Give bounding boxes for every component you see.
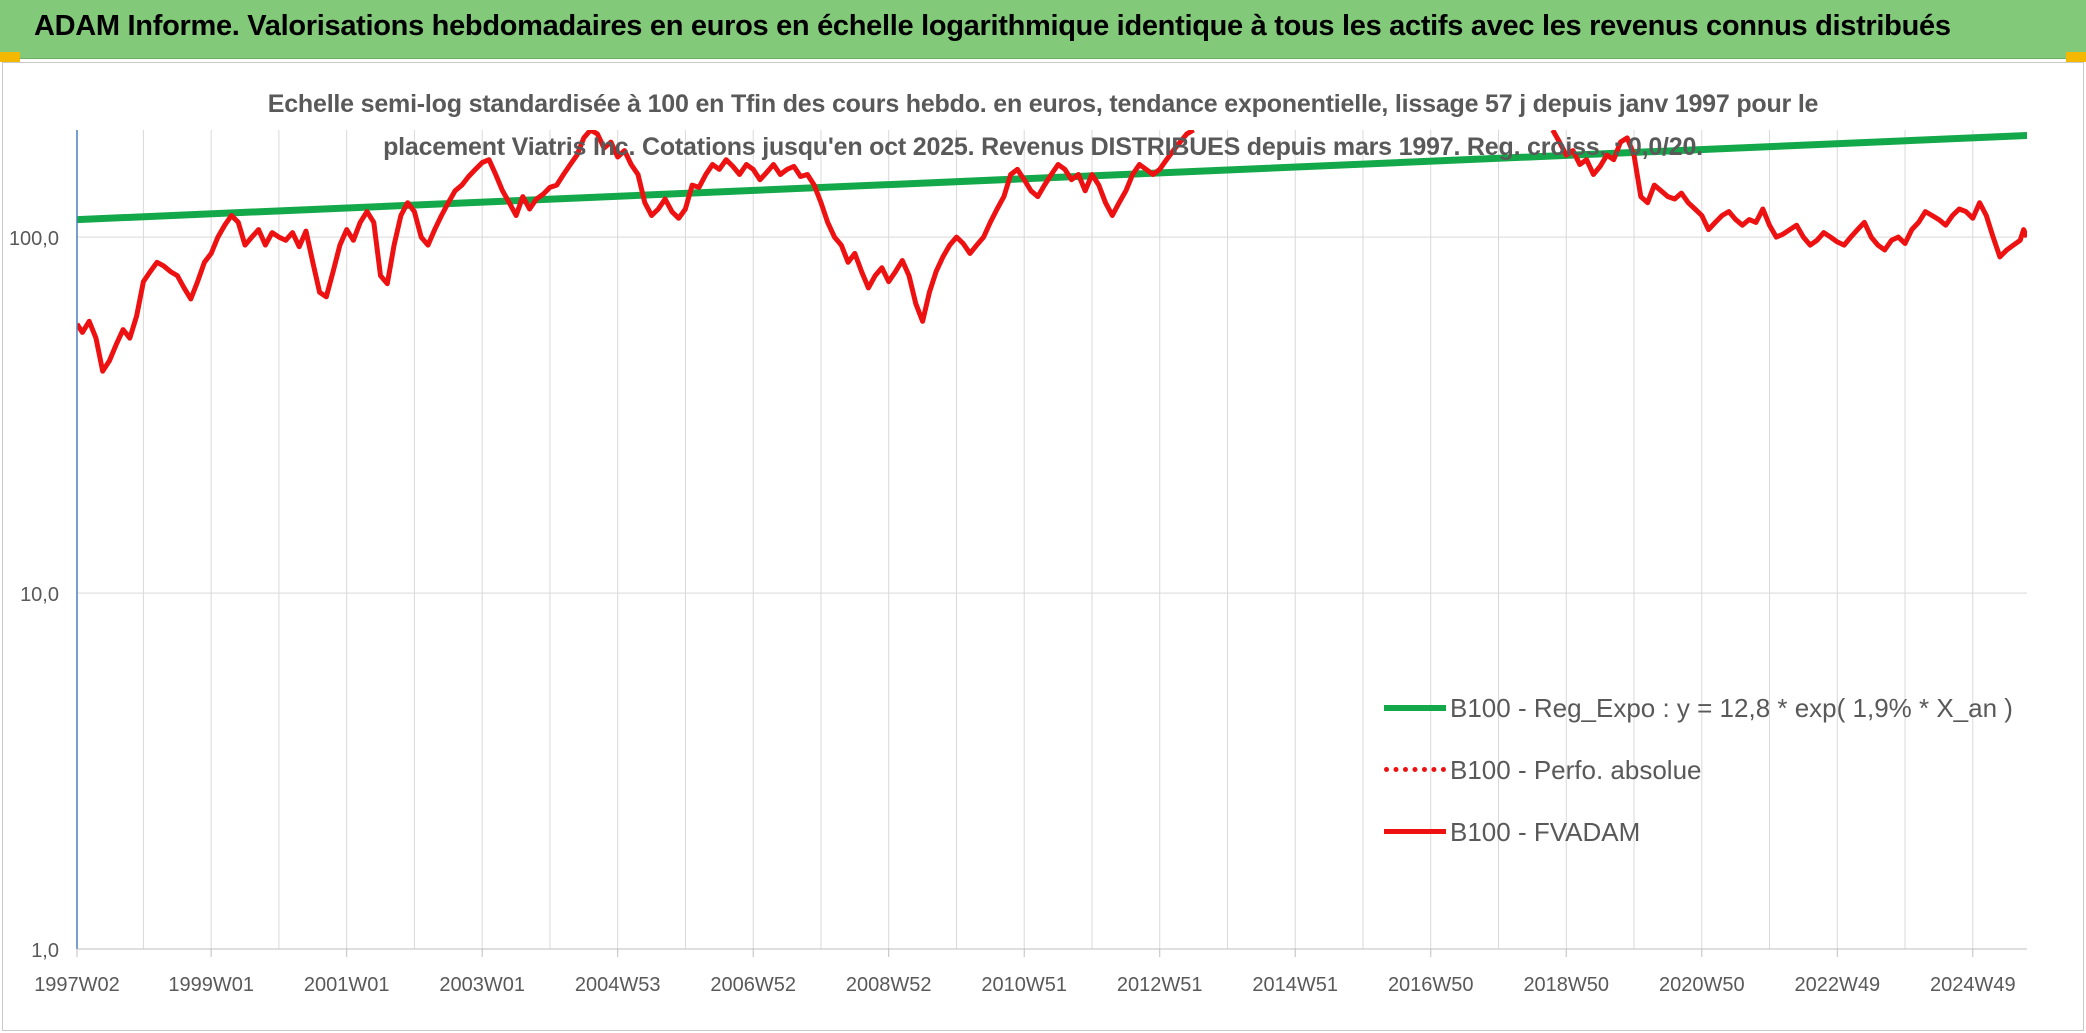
- legend-label-perfo: B100 - Perfo. absolue: [1450, 755, 1702, 785]
- x-tick-label: 2012W51: [1117, 974, 1203, 996]
- x-tick-label: 2008W52: [846, 974, 932, 996]
- y-tick-label: 1,0: [31, 940, 59, 962]
- x-tick-label: 2022W49: [1794, 974, 1880, 996]
- legend-item-fvadam: B100 - FVADAM: [1384, 817, 2024, 847]
- legend-swatch-trend: [1384, 705, 1446, 711]
- page-title: ADAM Informe. Valorisations hebdomadaire…: [34, 10, 1951, 42]
- legend-item-trend: B100 - Reg_Expo : y = 12,8 * exp( 1,9% *…: [1384, 693, 2024, 723]
- legend-label-fvadam: B100 - FVADAM: [1450, 817, 1641, 847]
- x-tick-label: 1997W02: [34, 974, 120, 996]
- legend-label-trend: B100 - Reg_Expo : y = 12,8 * exp( 1,9% *…: [1450, 693, 2013, 723]
- x-tick-label: 2001W01: [304, 974, 390, 996]
- series-line-fvadam-segment-1: [77, 130, 1195, 374]
- x-tick-label: 2006W52: [710, 974, 796, 996]
- x-tick-label: 2014W51: [1252, 974, 1338, 996]
- chart-legend: B100 - Reg_Expo : y = 12,8 * exp( 1,9% *…: [1384, 685, 2024, 885]
- x-tick-label: 2016W50: [1388, 974, 1474, 996]
- y-tick-label: 10,0: [20, 584, 59, 606]
- grid-layer: [77, 130, 2027, 950]
- x-tick-label: 2010W51: [981, 974, 1067, 996]
- series-line-fvadam-segment-2: [1550, 130, 2027, 260]
- chart-subtitle-line-1: Echelle semi-log standardisée à 100 en T…: [267, 90, 1819, 118]
- x-tick-label: 2018W50: [1523, 974, 1609, 996]
- corner-marker-left: [0, 52, 20, 62]
- legend-item-perfo: B100 - Perfo. absolue: [1384, 755, 2024, 785]
- legend-swatch-fvadam: [1384, 829, 1446, 834]
- x-tick-label: 2024W49: [1930, 974, 2016, 996]
- series-layer: [77, 130, 2027, 374]
- x-tick-label: 2003W01: [439, 974, 525, 996]
- corner-marker-right: [2066, 52, 2086, 62]
- header-bar: ADAM Informe. Valorisations hebdomadaire…: [0, 0, 2086, 59]
- legend-swatch-perfo: [1384, 767, 1446, 772]
- x-tick-label: 2004W53: [575, 974, 661, 996]
- x-tick-label: 2020W50: [1659, 974, 1745, 996]
- tick-layer: 1,0 10,0 100,0 1997W02 1999W01 2001W01 2003W01…: [9, 130, 2027, 996]
- y-tick-label: 100,0: [9, 228, 59, 250]
- x-tick-label: 1999W01: [168, 974, 254, 996]
- chart-subtitle-line-2: placement Viatris Inc. Cotations jusqu'e…: [383, 133, 1703, 161]
